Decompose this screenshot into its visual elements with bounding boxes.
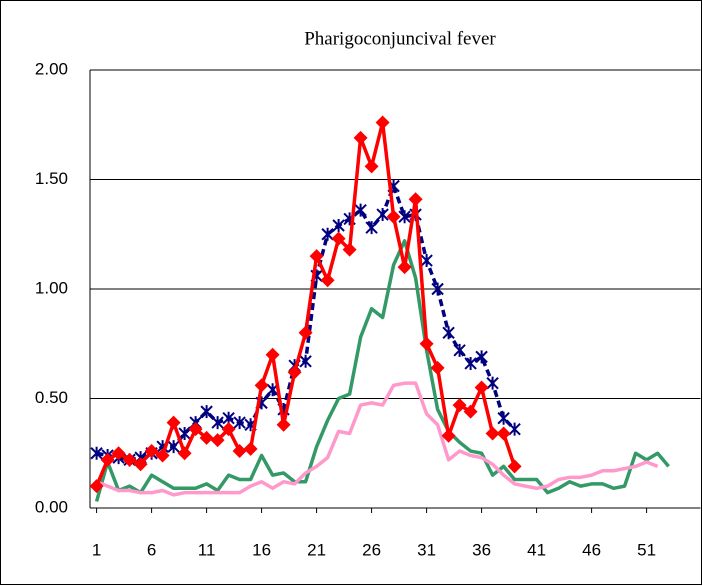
data-point: [474, 380, 489, 395]
data-point: [155, 448, 170, 463]
data-point: [287, 365, 302, 380]
data-point: [133, 457, 148, 472]
chart-title: Pharigoconjuncival fever: [304, 28, 496, 49]
data-point: [486, 376, 499, 390]
data-point: [364, 159, 379, 174]
y-tick-label: 0.50: [35, 388, 68, 407]
data-point: [298, 325, 313, 340]
x-tick-label: 16: [252, 540, 271, 559]
data-point: [200, 405, 213, 419]
data-point: [508, 422, 521, 436]
data-point: [365, 221, 378, 235]
data-point: [342, 242, 357, 257]
data-point: [100, 452, 115, 467]
x-tick-label: 51: [637, 540, 656, 559]
y-tick-label: 1.00: [35, 278, 68, 297]
data-point: [299, 354, 312, 368]
x-tick-label: 26: [362, 540, 381, 559]
data-point: [376, 208, 389, 222]
x-tick-label: 41: [527, 540, 546, 559]
data-point: [233, 416, 246, 430]
data-point: [485, 426, 500, 441]
data-point: [464, 356, 477, 370]
data-point: [321, 227, 334, 241]
data-point: [463, 404, 478, 419]
data-point: [496, 426, 511, 441]
x-tick-label: 31: [417, 540, 436, 559]
data-point: [353, 130, 368, 145]
data-point: [420, 254, 433, 268]
data-point: [497, 411, 510, 425]
series-line: [94, 239, 670, 502]
y-tick-label: 2.00: [35, 59, 68, 78]
data-point: [442, 326, 455, 340]
data-point: [122, 452, 137, 467]
data-point: [354, 203, 367, 217]
data-point: [254, 378, 269, 393]
data-point: [90, 446, 103, 460]
data-point: [386, 209, 401, 224]
data-point: [320, 273, 335, 288]
data-point: [430, 360, 445, 375]
data-point: [276, 417, 291, 432]
x-tick-label: 46: [582, 540, 601, 559]
data-point: [177, 446, 192, 461]
data-point: [507, 459, 522, 474]
x-tick-label: 36: [472, 540, 491, 559]
data-point: [265, 347, 280, 362]
data-point: [441, 428, 456, 443]
data-point: [397, 260, 412, 275]
data-point: [210, 433, 225, 448]
data-point: [431, 282, 444, 296]
data-point: [453, 343, 466, 357]
data-point: [398, 210, 411, 224]
y-tick-label: 1.50: [35, 169, 68, 188]
x-tick-label: 21: [307, 540, 326, 559]
data-point: [375, 115, 390, 130]
data-point: [419, 336, 434, 351]
data-point: [332, 218, 345, 232]
x-tick-label: 6: [147, 540, 156, 559]
data-point: [167, 440, 180, 454]
data-point: [166, 415, 181, 430]
data-point: [211, 416, 224, 430]
data-point: [188, 422, 203, 437]
data-point: [232, 444, 247, 459]
series-line: [95, 381, 659, 497]
data-point: [221, 422, 236, 437]
data-point: [475, 350, 488, 364]
data-point: [408, 192, 423, 207]
data-point: [199, 430, 214, 445]
data-point: [144, 444, 159, 459]
y-tick-label: 0.00: [35, 497, 68, 516]
x-tick-label: 11: [198, 540, 216, 559]
data-point: [331, 231, 346, 246]
data-point: [89, 479, 104, 494]
x-tick-label: 1: [92, 540, 101, 559]
data-point: [178, 427, 191, 441]
data-point: [111, 446, 126, 461]
data-point: [243, 441, 258, 456]
data-point: [309, 249, 324, 264]
data-point: [452, 398, 467, 413]
